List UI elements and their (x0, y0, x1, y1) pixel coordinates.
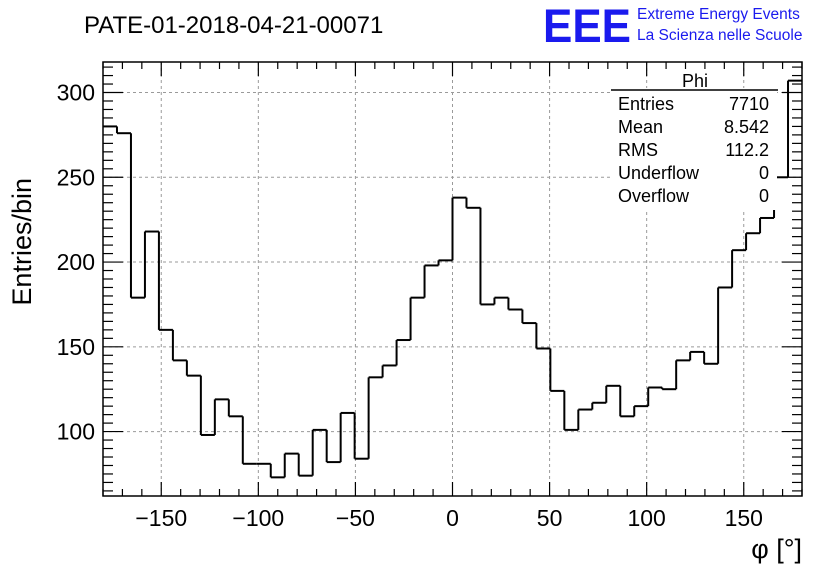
logo-line-2: La Scienza nelle Scuole (637, 27, 802, 44)
stats-label: Underflow (618, 163, 700, 183)
stats-value: 0 (759, 186, 769, 206)
stats-label: Overflow (618, 186, 690, 206)
axis-ticks (102, 62, 803, 496)
stats-value: 8.542 (724, 117, 769, 137)
stats-box-background (612, 88, 777, 210)
stats-label: RMS (618, 140, 658, 160)
stats-rows: Entries 7710 Mean 8.542 RMS 112.2 Underflow 0 Ov… (618, 94, 769, 206)
x-tick-label: 0 (446, 505, 459, 531)
y-tick-label: 250 (57, 164, 95, 190)
x-tick-label: −50 (336, 505, 375, 531)
stats-value: 112.2 (725, 140, 769, 160)
y-tick-labels: 100 150 200 250 300 (57, 80, 95, 445)
x-tick-label: −100 (232, 505, 284, 531)
stats-value: 0 (759, 163, 769, 183)
chart-title: PATE-01-2018-04-21-00071 (84, 12, 383, 39)
logo: EEE Extreme Energy Events La Scienza nel… (543, 0, 802, 52)
y-axis-label: Entries/bin (7, 178, 37, 306)
stats-box-title: Phi (682, 71, 708, 91)
y-tick-label: 100 (57, 419, 95, 445)
x-tick-label: 100 (627, 505, 665, 531)
x-tick-labels: −150 −100 −50 0 50 100 150 (135, 505, 763, 531)
stats-label: Mean (618, 117, 663, 137)
x-axis-label: φ [°] (751, 534, 802, 564)
y-tick-label: 300 (57, 80, 95, 106)
logo-line-1: Extreme Energy Events (637, 6, 800, 23)
y-tick-label: 150 (57, 334, 95, 360)
stats-label: Entries (618, 94, 674, 114)
x-tick-label: 50 (537, 505, 563, 531)
y-tick-label: 200 (57, 249, 95, 275)
stats-value: 7710 (729, 94, 769, 114)
logo-mark: EEE (543, 0, 631, 52)
x-tick-label: −150 (135, 505, 187, 531)
stats-box: Phi Entries 7710 Mean 8.542 RMS 112.2 Underflo… (611, 71, 778, 210)
x-tick-label: 150 (725, 505, 763, 531)
